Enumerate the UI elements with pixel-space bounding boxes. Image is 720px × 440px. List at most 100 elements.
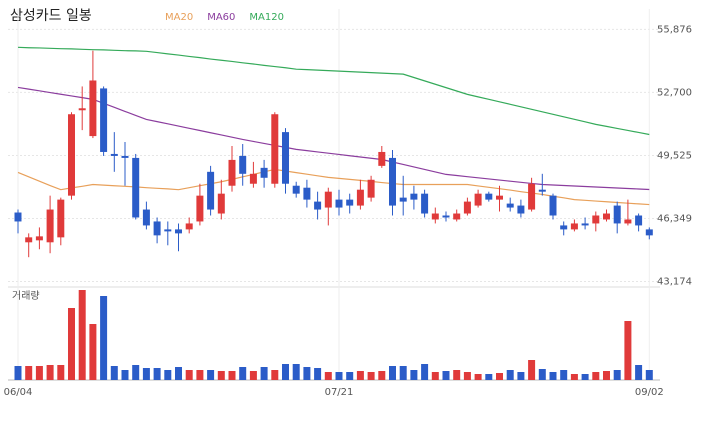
candle-body [474, 193, 482, 206]
candle-body [46, 209, 54, 243]
ma-line [17, 86, 650, 191]
candle-body [324, 191, 332, 208]
candle-body [78, 108, 86, 111]
candle-body [121, 155, 129, 158]
volume-bar [474, 374, 482, 380]
candle-body [581, 223, 589, 226]
candle-body [239, 155, 247, 174]
candle-body [132, 157, 140, 218]
volume-bar [35, 366, 43, 380]
candle-body [624, 219, 632, 224]
volume-label: 거래량 [12, 290, 40, 302]
volume-bar [506, 370, 514, 380]
candle-body [335, 199, 343, 208]
candle-body [346, 199, 354, 206]
legend-entry: MA60 [207, 12, 235, 23]
volume-bar [239, 367, 247, 380]
candle-body [185, 223, 193, 230]
candle-body [175, 229, 182, 234]
candle-body [389, 157, 396, 206]
volume-bar [57, 365, 65, 380]
volume-bar [613, 370, 621, 380]
volume-bar [271, 370, 279, 380]
volume-bar [324, 372, 332, 380]
candle-body [292, 185, 300, 194]
y-tick-label: 52,700 [657, 87, 692, 98]
candle-body [89, 80, 97, 137]
volume-bar [378, 371, 386, 380]
volume-bar [421, 364, 429, 380]
volume-bar [100, 296, 108, 380]
volume-bar [68, 308, 75, 380]
volume-bar [560, 370, 568, 380]
volume-bar [356, 371, 364, 380]
volume-bar [496, 373, 503, 380]
y-tick-label: 55,876 [657, 24, 692, 35]
legend-entry: MA120 [249, 12, 284, 23]
candle-body [549, 195, 557, 216]
candle-body [68, 114, 75, 196]
volume-bar [442, 371, 450, 380]
candle-body [645, 229, 653, 236]
candle-body [421, 193, 429, 214]
volume-bar [228, 371, 236, 380]
candle-body [431, 213, 439, 220]
candle-body [271, 114, 279, 184]
volume-bar [303, 367, 311, 380]
candle-body [249, 173, 257, 184]
volume-bar [635, 365, 643, 380]
volume-bar [164, 370, 172, 380]
candle-body [207, 171, 215, 210]
volume-bar [645, 370, 653, 380]
candle-body [35, 236, 43, 241]
volume-bar [624, 321, 632, 380]
volume-bar [25, 366, 33, 380]
candle-body [517, 205, 525, 214]
candle-body [25, 237, 33, 243]
candle-body [496, 195, 503, 200]
candle-body [153, 221, 161, 236]
candle-body [314, 201, 322, 210]
candle-body [463, 201, 471, 214]
volume-bar [249, 371, 257, 380]
candle-body [570, 223, 578, 230]
candle-body [142, 209, 150, 226]
volume-bar [121, 370, 129, 380]
volume-bar [570, 374, 578, 380]
candle-body [592, 215, 600, 224]
y-tick-label: 46,349 [657, 214, 692, 225]
volume-bar [549, 372, 557, 380]
volume-bar [592, 372, 600, 380]
ma-line [17, 46, 650, 136]
candle-body [217, 193, 225, 214]
volume-bar [603, 371, 610, 380]
volume-bar [517, 372, 525, 380]
volume-bar [153, 368, 161, 380]
volume-bar [538, 369, 546, 380]
volume-bar [142, 368, 150, 380]
volume-bar [389, 366, 396, 380]
ma-line [17, 168, 650, 206]
volume-bar [89, 324, 97, 380]
candle-body [635, 215, 643, 226]
candle-body [453, 213, 461, 220]
volume-bar [346, 372, 354, 380]
volume-bar [453, 370, 461, 380]
candle-body [399, 197, 407, 202]
volume-bar [367, 372, 375, 380]
candle-body [506, 203, 514, 208]
candle-body [378, 151, 386, 166]
candle-body [228, 159, 236, 186]
x-tick-label: 09/02 [635, 387, 664, 398]
volume-bar [78, 290, 86, 380]
y-tick-label: 49,525 [657, 150, 692, 161]
candle-body [110, 153, 118, 156]
candle-body [485, 193, 493, 200]
candle-body [282, 132, 289, 184]
volume-bar [399, 366, 407, 380]
volume-bar [485, 374, 493, 380]
volume-bar [175, 367, 182, 380]
volume-bar [14, 366, 22, 380]
candle-body [603, 213, 610, 220]
